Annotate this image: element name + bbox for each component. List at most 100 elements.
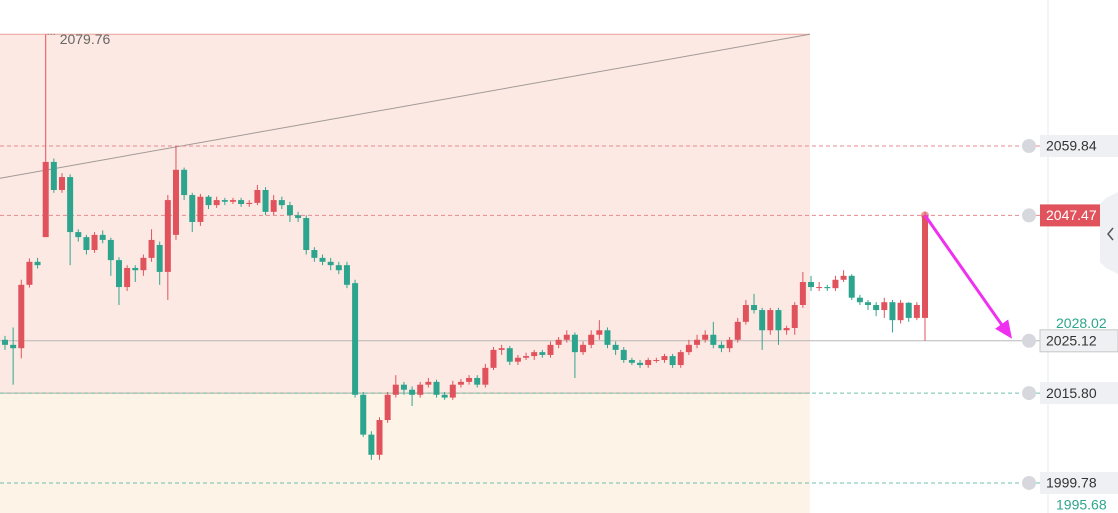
- candle-body: [881, 302, 888, 311]
- candle-body: [246, 202, 253, 205]
- candle-body: [751, 305, 758, 311]
- candle-body: [873, 305, 880, 311]
- candle-body: [791, 305, 798, 329]
- candle-body: [637, 362, 644, 366]
- candle-body: [783, 328, 790, 331]
- candle-body: [229, 200, 236, 202]
- candle-body: [327, 261, 334, 266]
- candle-body: [409, 389, 416, 395]
- candle-body: [775, 310, 782, 331]
- price-label: 2015.80: [1046, 385, 1097, 401]
- candle-body: [661, 356, 668, 360]
- candle-body: [311, 250, 318, 258]
- candle-body: [181, 169, 188, 196]
- candle-body: [710, 334, 717, 345]
- price-label-box: [1040, 382, 1118, 405]
- candle-body: [99, 234, 106, 240]
- candle-body: [148, 239, 155, 258]
- alert-bell: [1022, 138, 1036, 153]
- candle-body: [466, 377, 473, 382]
- candle-body: [702, 334, 709, 340]
- candle-body: [856, 297, 863, 303]
- candle-body: [132, 267, 139, 271]
- candle-body: [368, 434, 375, 455]
- candle-body: [58, 177, 65, 190]
- candle-body: [759, 310, 766, 331]
- candle-body: [400, 384, 407, 390]
- candle-body: [213, 200, 220, 206]
- price-label-box: [1039, 329, 1118, 353]
- candle-body: [612, 344, 619, 350]
- alert-bell: [1022, 333, 1036, 348]
- arrow-head: [995, 319, 1012, 339]
- candle-body: [172, 169, 179, 235]
- candle-body: [262, 189, 269, 212]
- candle-body: [799, 282, 806, 306]
- price-label-box: [1040, 204, 1118, 227]
- alert-bell: [1022, 475, 1036, 490]
- candle-body: [286, 205, 293, 216]
- candle-body: [433, 381, 440, 395]
- candle-body: [238, 200, 245, 205]
- candle-body: [34, 261, 41, 266]
- candle-body: [352, 283, 359, 395]
- y-tick-label: 2028.02: [1056, 315, 1107, 331]
- alert-bell: [1022, 208, 1036, 223]
- candle-body: [865, 302, 872, 306]
- candle-body: [2, 339, 8, 345]
- candle-body: [742, 305, 749, 322]
- candle-body: [384, 394, 391, 421]
- candle-body: [913, 305, 920, 318]
- candle-body: [694, 339, 701, 345]
- candle-body: [669, 356, 676, 366]
- candle-body: [588, 334, 595, 345]
- candle-body: [91, 234, 98, 251]
- candle-body: [767, 310, 774, 331]
- candle-body: [441, 394, 448, 398]
- trend-line: [0, 33, 811, 179]
- alert-bell: [1022, 386, 1036, 401]
- candle-body: [563, 334, 570, 340]
- candle-body: [26, 261, 33, 285]
- candle-body: [628, 359, 635, 363]
- candle-body: [319, 257, 326, 262]
- candle-body: [189, 195, 196, 222]
- candle-body: [156, 244, 163, 272]
- arrow-shaft: [923, 214, 1008, 332]
- candle-body: [922, 215, 928, 318]
- candle-body: [726, 339, 733, 349]
- price-label: 2047.47: [1046, 207, 1097, 223]
- candle-body: [677, 352, 684, 366]
- price-label: 2025.12: [1046, 333, 1097, 349]
- candle-body: [392, 384, 399, 395]
- candle-body: [449, 384, 456, 398]
- candle-body: [734, 321, 741, 340]
- candle-body: [278, 200, 285, 206]
- candle-body: [457, 381, 464, 385]
- candle-body: [897, 302, 904, 321]
- candle-body: [197, 196, 204, 222]
- candle-body: [523, 356, 530, 358]
- candle-body: [295, 215, 302, 219]
- candle-body: [254, 189, 261, 203]
- collapse-icon[interactable]: [1107, 227, 1114, 241]
- candle-body: [685, 344, 692, 353]
- candle-body: [848, 275, 855, 298]
- candle-body: [905, 302, 912, 318]
- candle-body: [645, 359, 652, 366]
- candle-body: [360, 394, 367, 435]
- candle-body: [270, 200, 277, 212]
- candle-body: [840, 275, 847, 280]
- candle-body: [115, 260, 122, 288]
- candle-body: [425, 381, 432, 385]
- candle-body: [18, 284, 25, 349]
- candle-body: [140, 257, 147, 271]
- candle-body: [571, 334, 578, 353]
- candle-body: [482, 367, 489, 385]
- candle-body: [205, 196, 212, 206]
- candle-body: [67, 177, 74, 233]
- price-axis: 2028.02 1995.68 2059.84 2047.47 2025.12 2015.…: [1022, 134, 1118, 513]
- candle-body: [816, 287, 823, 289]
- candle-body: [531, 352, 538, 357]
- candle-body: [596, 330, 603, 335]
